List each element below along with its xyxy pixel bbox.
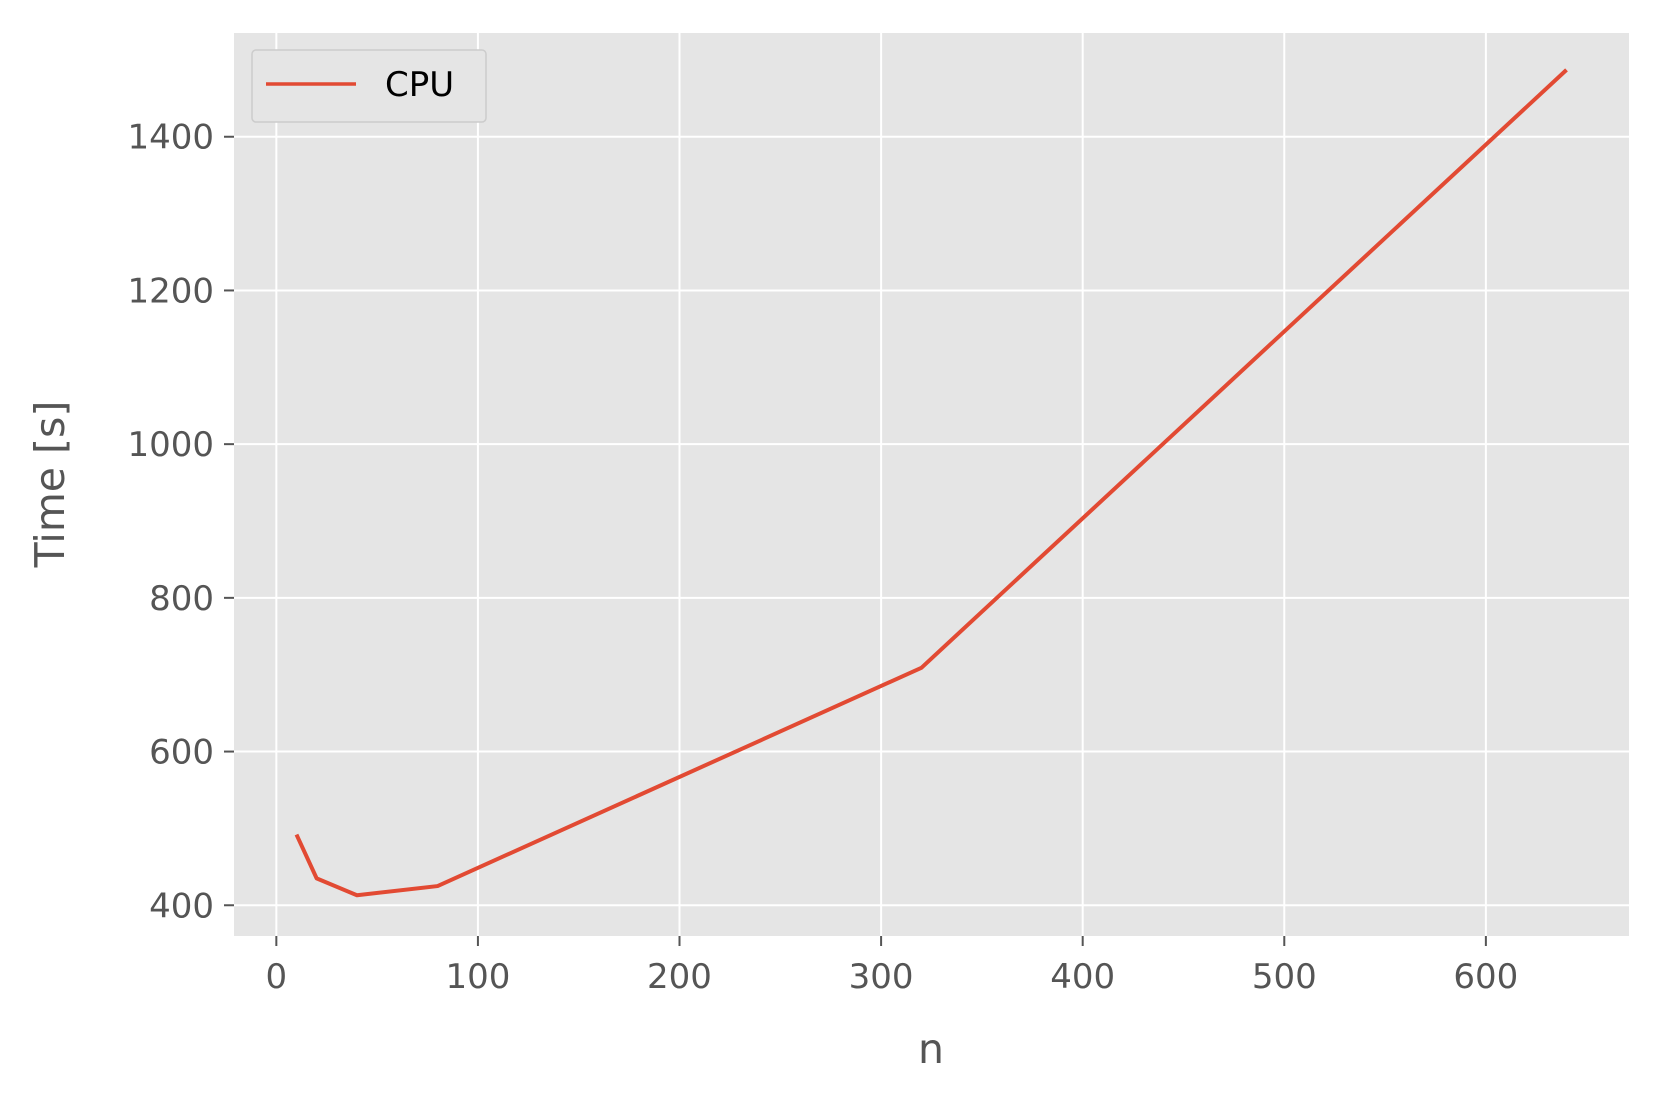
y-tick-label: 600 [149, 733, 214, 773]
y-tick-label: 800 [149, 579, 214, 619]
grid-lines [234, 33, 1629, 936]
y-tick-label: 1000 [127, 425, 214, 465]
y-axis-label: Time [s] [26, 401, 74, 569]
y-tick-label: 400 [149, 886, 214, 926]
y-tick-label: 1200 [127, 271, 214, 311]
x-tick-label: 400 [1050, 957, 1115, 997]
legend: CPU [251, 49, 487, 123]
x-tick-label: 200 [647, 957, 712, 997]
y-tick-label: 1400 [127, 118, 214, 158]
series-lines [294, 68, 1568, 898]
x-tick-label: 600 [1453, 957, 1518, 997]
tick-labels: 0 100 200 300 400 500 600 400 600 800 1000 1200 1400 [127, 118, 1518, 997]
x-tick-label: 0 [266, 957, 288, 997]
x-axis-label: n [918, 1025, 944, 1073]
axis-ticks [224, 135, 1487, 946]
legend-label-cpu: CPU [385, 65, 454, 105]
plot-area [234, 33, 1629, 936]
legend-box [251, 49, 487, 123]
x-tick-label: 100 [445, 957, 510, 997]
x-tick-label: 500 [1252, 957, 1317, 997]
series-line-0 [294, 68, 1568, 898]
x-tick-label: 300 [849, 957, 914, 997]
